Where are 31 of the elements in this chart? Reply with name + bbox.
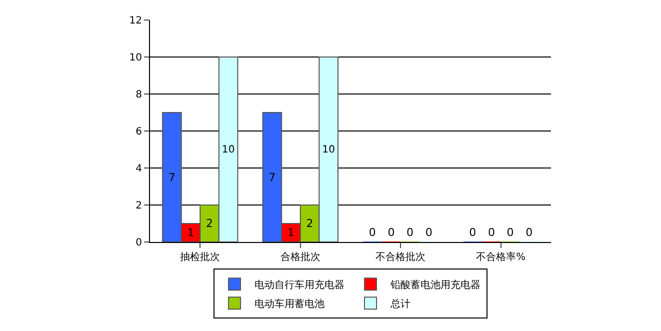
y-tick-label: 12 [129,16,142,26]
data-label: 7 [268,170,276,184]
data-label: 10 [322,144,335,156]
y-tick-label: 4 [136,164,142,174]
legend-label: 铅酸蓄电池用充电器 [390,279,480,292]
x-tick-label: 合格批次 [280,251,320,263]
data-label: 7 [168,170,176,184]
data-label: 0 [406,226,414,239]
data-label: 0 [469,226,476,239]
legend-label: 电动车用蓄电池 [254,298,324,310]
data-label: 0 [526,226,533,239]
data-label: 0 [425,226,432,239]
x-tick-label: 抽检批次 [180,251,220,263]
data-label: 1 [288,227,294,240]
data-label: 0 [506,226,514,239]
x-tick-label: 不合格率% [476,251,526,263]
y-tick-label: 10 [129,52,142,64]
y-tick-label: 6 [136,126,142,138]
data-label: 10 [222,144,235,156]
data-label: 0 [488,226,495,239]
legend-label: 电动自行车用充电器 [254,279,344,292]
legend-label: 总计 [390,298,410,310]
data-label: 0 [388,226,395,239]
y-tick-label: 2 [136,200,142,212]
data-label: 1 [187,227,194,240]
data-label: 2 [306,217,314,230]
y-tick-label: 8 [136,90,142,100]
data-label: 2 [206,217,214,230]
data-label: 0 [368,226,376,239]
y-tick-label: 0 [136,238,142,248]
x-tick-label: 不合格批次 [376,251,426,263]
